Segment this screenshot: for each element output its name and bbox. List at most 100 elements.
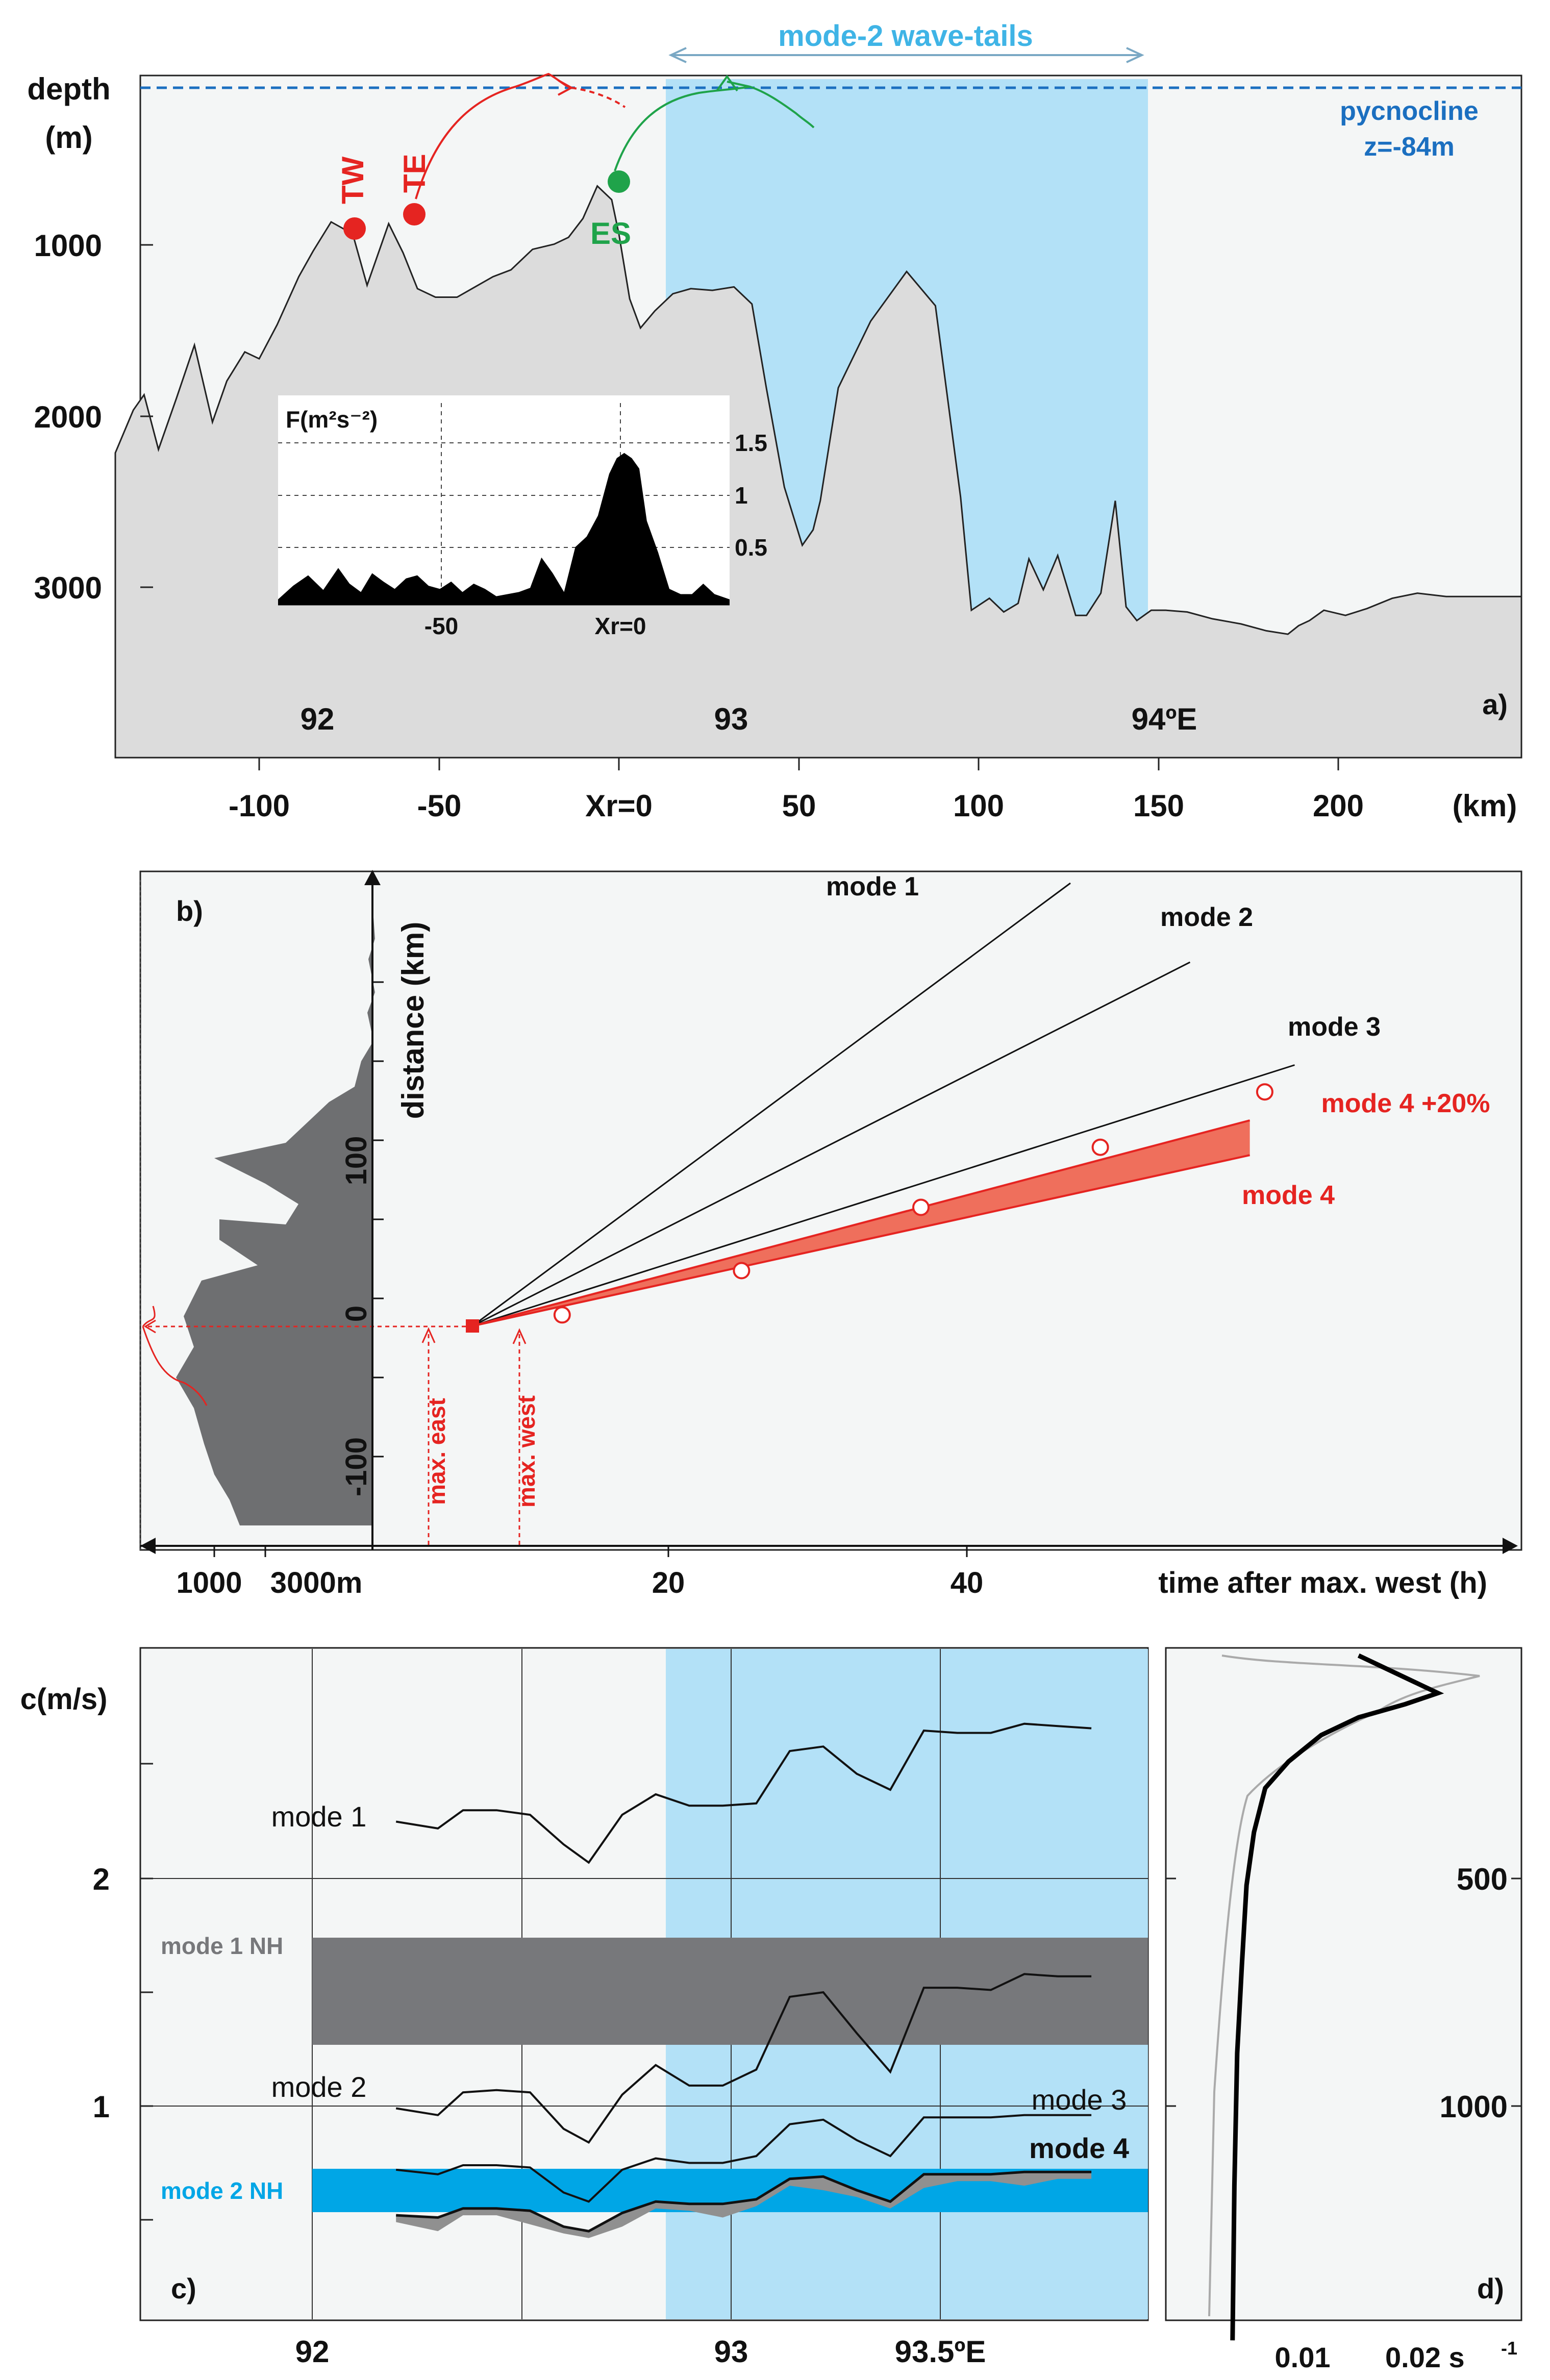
distance-axis-label: distance (km): [396, 922, 430, 1119]
time-axis-label: time after max. west (h): [1158, 1566, 1487, 1599]
c-lon-tick: 92: [295, 2335, 330, 2369]
pycnocline-label: pycnocline: [1340, 96, 1479, 126]
km-tick-label: 50: [782, 789, 816, 823]
trajectory-mode-2: [472, 961, 1191, 1327]
d-xtick-1: 0.01: [1275, 2341, 1331, 2373]
time-tick-label: 40: [951, 1566, 984, 1599]
sideways-wave-sketch: [142, 1326, 208, 1406]
phase-speed-mode-3: [395, 2114, 1092, 2203]
mode-2-label: mode 2: [1160, 903, 1253, 932]
max-west-arrow: [512, 1328, 527, 1344]
panel-d-label: d): [1477, 2272, 1504, 2304]
c-tick-label-2: 2: [93, 1862, 110, 1896]
depth-axis-arrow: [140, 1538, 156, 1554]
observation-point: [1091, 1138, 1109, 1156]
inset-xtick: Xr=0: [594, 613, 646, 639]
mode-1-nh-band: [312, 1938, 1148, 2045]
c-tick-label-1: 1: [93, 2090, 110, 2124]
c-axis-label: c(m/s): [20, 1683, 108, 1716]
mode-2-nh-label: mode 2 NH: [161, 2177, 283, 2204]
mode-1-nh-label: mode 1 NH: [161, 1933, 283, 1959]
observation-point: [912, 1198, 930, 1216]
panel-a-label: a): [1482, 688, 1508, 720]
max-east-arrow: [421, 1327, 436, 1343]
d-tick-500: 500: [1457, 1862, 1508, 1896]
mode-trajectories: [472, 882, 1295, 1327]
mode-4-label: mode 4: [1242, 1181, 1335, 1210]
inset-ytick: 1.5: [735, 430, 767, 456]
distance-tick-label: 100: [340, 1136, 373, 1186]
mode-3-label: mode 3: [1288, 1012, 1381, 1042]
origin-marker: [466, 1319, 479, 1333]
observation-point: [1256, 1083, 1273, 1101]
phase-speed-mode-4: [396, 2170, 1092, 2233]
c-mode-4-label: mode 4: [1029, 2132, 1129, 2164]
distance-tick-label: -100: [340, 1437, 373, 1496]
d-xtick-2-exp: -1: [1501, 2338, 1517, 2359]
ridge-label-es: ES: [590, 216, 631, 250]
inset-flux-area: [278, 453, 730, 605]
inset-ylabel: F(m²s⁻²): [286, 406, 378, 433]
c-lon-tick: 93.5ºE: [895, 2335, 986, 2369]
c-mode-1-label: mode 1: [271, 1800, 367, 1833]
observation-point: [733, 1262, 751, 1280]
depth-tick-3000: 3000: [34, 571, 102, 605]
es-wave-crest: [716, 74, 738, 92]
lon-tick-92: 92: [301, 702, 335, 736]
ridge-label-te: TE: [397, 154, 432, 193]
wave-tails-title: mode-2 wave-tails: [778, 19, 1033, 53]
mode-1-label: mode 1: [826, 872, 919, 901]
km-tick-label: -50: [417, 789, 462, 823]
c-lon-tick: 93: [714, 2335, 748, 2369]
time-tick-label: 20: [652, 1566, 685, 1599]
es-marker: [608, 170, 630, 193]
d-xtick-2: 0.02 s: [1385, 2341, 1465, 2373]
depth-unit-label: (m): [45, 120, 92, 155]
wave-tails-arrowhead-left: [668, 47, 687, 63]
te-wave-dashed-tail: [571, 87, 626, 108]
max-west-label: max. west: [513, 1395, 540, 1508]
depth-axis-label: depth: [27, 72, 110, 106]
ridge-label-tw: TW: [336, 156, 370, 204]
c-mode-3-label: mode 3: [1032, 2084, 1127, 2116]
km-tick-label: Xr=0: [585, 789, 653, 823]
phase-speed-mode-1: [395, 1722, 1092, 1864]
panel-d: 500 1000 d) 0.01 0.02 s -1: [1165, 1647, 1522, 2373]
pycnocline-depth: z=-84m: [1364, 132, 1455, 162]
trajectory-mode-3: [472, 1064, 1295, 1327]
c-mode-2-label: mode 2: [271, 2071, 367, 2103]
trajectory-mode-4: [472, 1154, 1251, 1327]
n-profile-line: [1230, 1653, 1444, 2341]
depth-tick-label: 1000: [176, 1566, 242, 1599]
te-wave-sketch: [415, 72, 572, 199]
te-marker: [403, 203, 426, 226]
max-east-label: max. east: [423, 1398, 450, 1505]
depth-tick-1000: 1000: [34, 229, 102, 263]
es-wave-sketch: [614, 81, 815, 171]
inset-ytick: 1: [735, 482, 748, 509]
n-profile-spread: [1208, 1655, 1480, 2317]
km-tick-label: 150: [1133, 789, 1184, 823]
d-tick-1000: 1000: [1440, 2090, 1508, 2124]
inset-ytick: 0.5: [735, 534, 767, 561]
distance-axis-arrow: [364, 870, 381, 885]
bathymetry-terrain: [114, 185, 1522, 759]
km-tick-label: 100: [953, 789, 1004, 823]
km-tick-label: -100: [229, 789, 290, 823]
te-wave-arrowhead: [558, 80, 574, 96]
panel-d-frame: [1165, 1647, 1522, 2321]
depth-tick-label: 3000m: [270, 1566, 363, 1599]
panel-c-label: c): [171, 2272, 196, 2304]
km-unit-label: (km): [1453, 789, 1517, 823]
depth-tick-2000: 2000: [34, 400, 102, 434]
distance-tick-label: 0: [340, 1306, 373, 1322]
panel-b: 100 0 -100 distance (km) 1000 3000m 20 4…: [139, 870, 1522, 1599]
flux-inset: F(m²s⁻²) 1.5 1 0.5 -50 Xr=0: [278, 395, 767, 639]
trajectory-mode-4-20-: [472, 1119, 1251, 1327]
lon-tick-93: 93: [714, 702, 748, 736]
km-tick-label: 200: [1313, 789, 1364, 823]
panel-b-label: b): [176, 895, 203, 927]
tw-marker: [343, 217, 366, 240]
phase-speed-mode-2: [395, 1973, 1092, 2144]
